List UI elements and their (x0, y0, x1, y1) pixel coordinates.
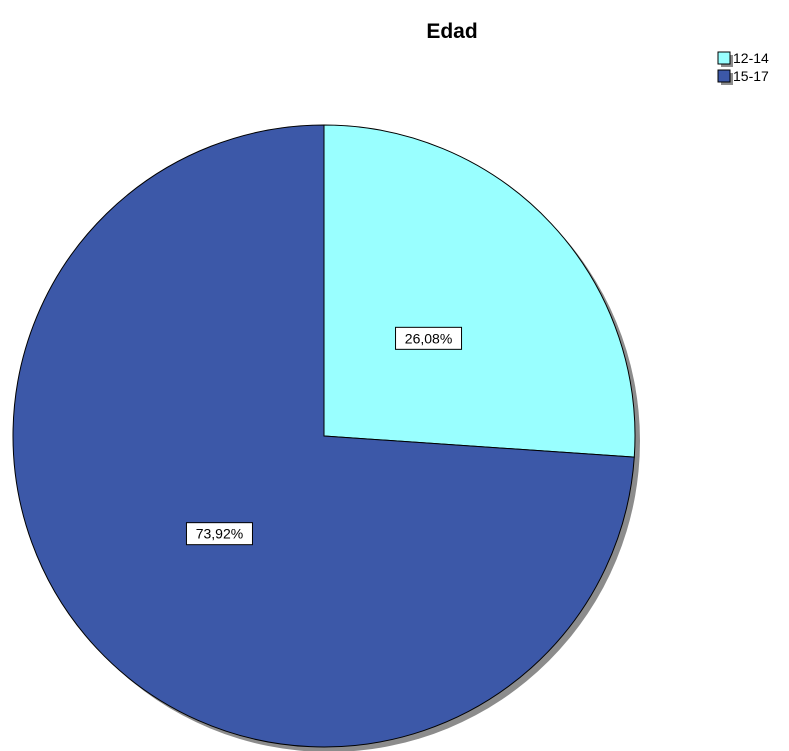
data-label-text: 73,92% (196, 526, 243, 542)
legend-label: 12-14 (733, 50, 769, 66)
data-label-12-14: 26,08% (395, 326, 463, 350)
legend-swatch (717, 51, 731, 65)
pie-slice-12-14 (323, 124, 636, 458)
data-label-box (395, 326, 463, 350)
legend-swatch (717, 69, 731, 83)
legend-item-12-14: 12-14 (717, 50, 769, 67)
pie-slice-15-17 (12, 124, 635, 748)
data-label-15-17: 73,92% (185, 522, 253, 546)
pie-slices (12, 124, 636, 748)
data-label-text: 26,08% (405, 330, 452, 346)
legend-item-15-17: 15-17 (717, 68, 769, 85)
legend-label: 15-17 (733, 68, 769, 84)
chart-title: Edad (426, 20, 477, 43)
pie-data-labels: 26,08% 73,92% (185, 326, 463, 546)
legend: 12-14 15-17 (717, 50, 769, 85)
data-label-box (185, 522, 253, 546)
